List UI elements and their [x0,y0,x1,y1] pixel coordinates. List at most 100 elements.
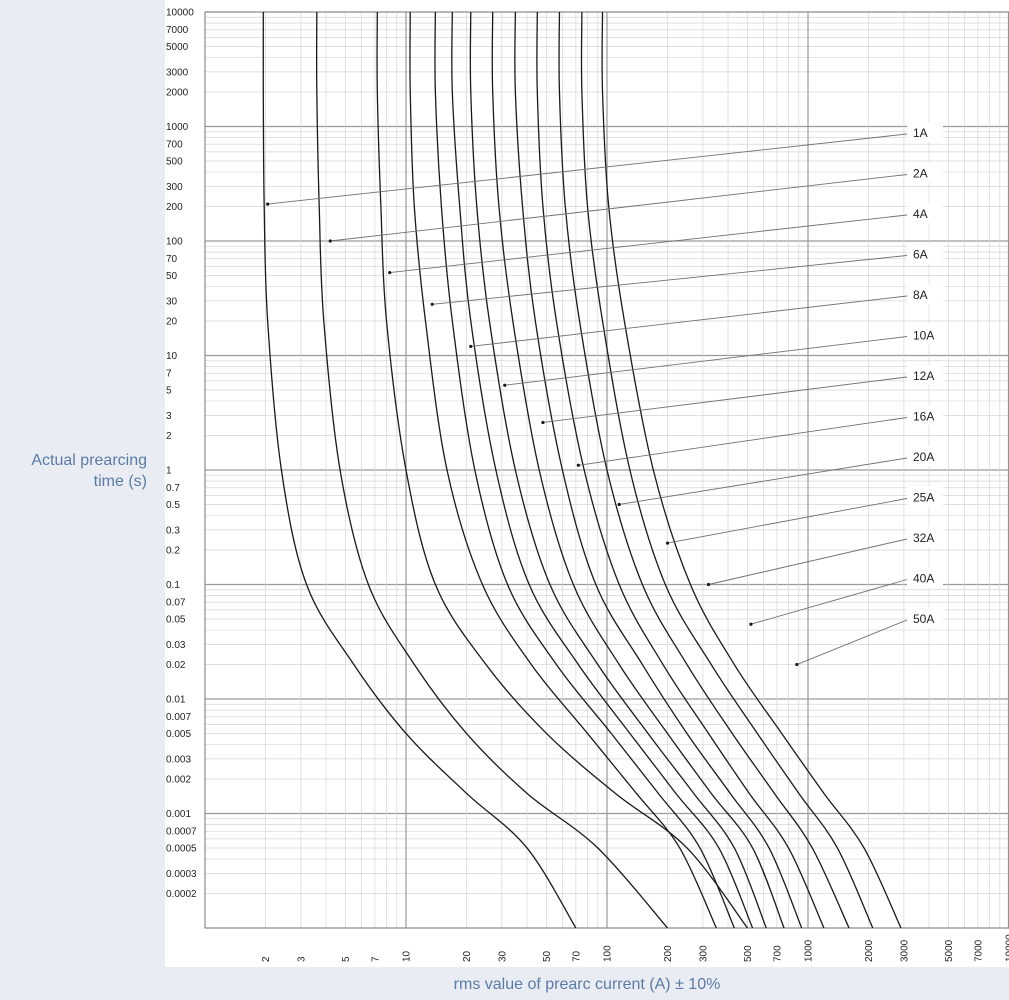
series-marker-10A [503,383,507,387]
series-curve-1A [262,11,577,929]
series-label-4A: 4A [913,207,928,221]
x-tick-label: 2 [261,956,272,962]
series-curves [262,11,902,929]
y-axis-label: Actual prearcing time (s) [31,452,147,490]
label-background [907,446,943,466]
label-background [907,203,943,223]
series-curve-2A [315,11,669,929]
series-label-8A: 8A [913,288,928,302]
leader-line-8A [470,295,908,347]
y-tick-label: 0.05 [166,614,186,625]
leader-line-32A [708,538,908,585]
series-curve-16A [491,11,785,929]
x-axis-label: rms value of prearc current (A) ± 10% [453,976,721,993]
series-labels: 1A 2A 4A 6A 8A 10A 12A 16A 20A 25A 32A 40A 50A [907,122,943,628]
series-label-12A: 12A [913,369,934,383]
label-background [907,486,943,507]
x-tick-label: 20 [462,950,473,962]
y-tick-label: 2000 [166,88,189,99]
x-tick-label: 1000 [804,939,815,962]
y-tick-label: 7000 [166,25,189,36]
leader-line-20A [619,457,908,505]
label-background [907,243,943,264]
fuse-time-current-chart: 1000070005000300020001000700500300200100… [166,8,1009,962]
series-marker-40A [749,622,753,626]
y-tick-label: 5 [166,385,172,396]
y-tick-label: 0.2 [166,546,180,557]
x-tick-label: 200 [663,945,674,962]
y-tick-label: 3000 [166,67,189,78]
y-tick-label: 300 [166,182,183,193]
series-curve-25A [536,11,825,929]
y-tick-label: 0.003 [166,754,191,765]
series-label-20A: 20A [913,450,934,464]
y-tick-label: 7 [166,369,172,380]
y-tick-label: 50 [166,271,178,282]
series-marker-4A [388,270,392,275]
y-tick-label: 0.02 [166,660,186,671]
series-marker-32A [706,582,711,587]
series-curve-10A [451,11,754,929]
series-label-16A: 16A [913,410,934,424]
series-marker-8A [469,344,473,349]
series-curve-6A [409,11,717,929]
series-marker-25A [665,541,670,545]
y-tick-label: 0.002 [166,775,191,786]
y-tick-label: 0.07 [166,598,186,609]
series-marker-50A [795,662,799,667]
leader-line-1A [267,133,908,205]
leader-line-4A [389,214,908,274]
label-background [907,365,943,385]
y-tick-label: 0.007 [166,712,191,723]
leader-line-12A [542,376,908,423]
series-curve-20A [514,11,803,929]
y-tick-label: 0.01 [166,695,186,706]
y-tick-label: 0.5 [166,500,180,511]
x-tick-label: 700 [772,945,783,962]
x-tick-label: 5 [341,956,352,962]
series-label-25A: 25A [913,491,934,505]
series-label-2A: 2A [913,167,928,181]
x-tick-label: 100 [603,945,614,962]
x-tick-label: 300 [698,945,709,962]
y-tick-label: 0.005 [166,729,191,740]
series-label-32A: 32A [913,531,934,545]
x-tick-label: 500 [743,945,754,962]
y-tick-label: 0.03 [166,640,186,651]
y-tick-label: 1 [166,466,172,477]
y-tick-labels: 1000070005000300020001000700500300200100… [166,8,197,901]
x-tick-label: 7 [370,956,381,962]
y-tick-label: 0.1 [166,580,180,591]
y-tick-label: 200 [166,202,183,213]
y-tick-label: 10 [166,351,178,362]
series-label-1A: 1A [913,126,928,140]
x-tick-label: 3000 [899,939,910,962]
y-tick-label: 0.0003 [166,869,197,880]
y-tick-label: 2 [166,431,172,442]
label-background [907,608,943,628]
x-tick-label: 3 [296,956,307,962]
series-marker-2A [328,239,332,243]
x-tick-label: 10000 [1005,934,1009,962]
series-curve-40A [580,11,874,929]
leader-line-10A [504,336,908,386]
leader-line-25A [667,498,908,544]
y-tick-label: 700 [166,140,183,151]
y-tick-label: 10000 [166,8,194,19]
y-tick-label: 0.7 [166,483,180,494]
x-tick-label: 50 [542,950,553,962]
y-tick-label: 0.0007 [166,827,197,838]
series-curve-12A [469,11,767,929]
plot-frame [204,11,1009,929]
series-curve-4A [376,11,749,929]
chart-panel: 10000 7000 5000 3000 2000 1000 700 500 300 200 100… [165,0,1009,967]
label-background [907,324,943,345]
y-tick-label: 1000 [166,122,189,133]
x-tick-label: 2000 [864,939,875,962]
x-tick-label: 5000 [944,939,955,962]
series-label-50A: 50A [913,612,934,626]
label-background [907,284,943,304]
series-label-10A: 10A [913,329,934,343]
leader-line-50A [796,619,908,665]
series-curve-50A [601,11,902,929]
